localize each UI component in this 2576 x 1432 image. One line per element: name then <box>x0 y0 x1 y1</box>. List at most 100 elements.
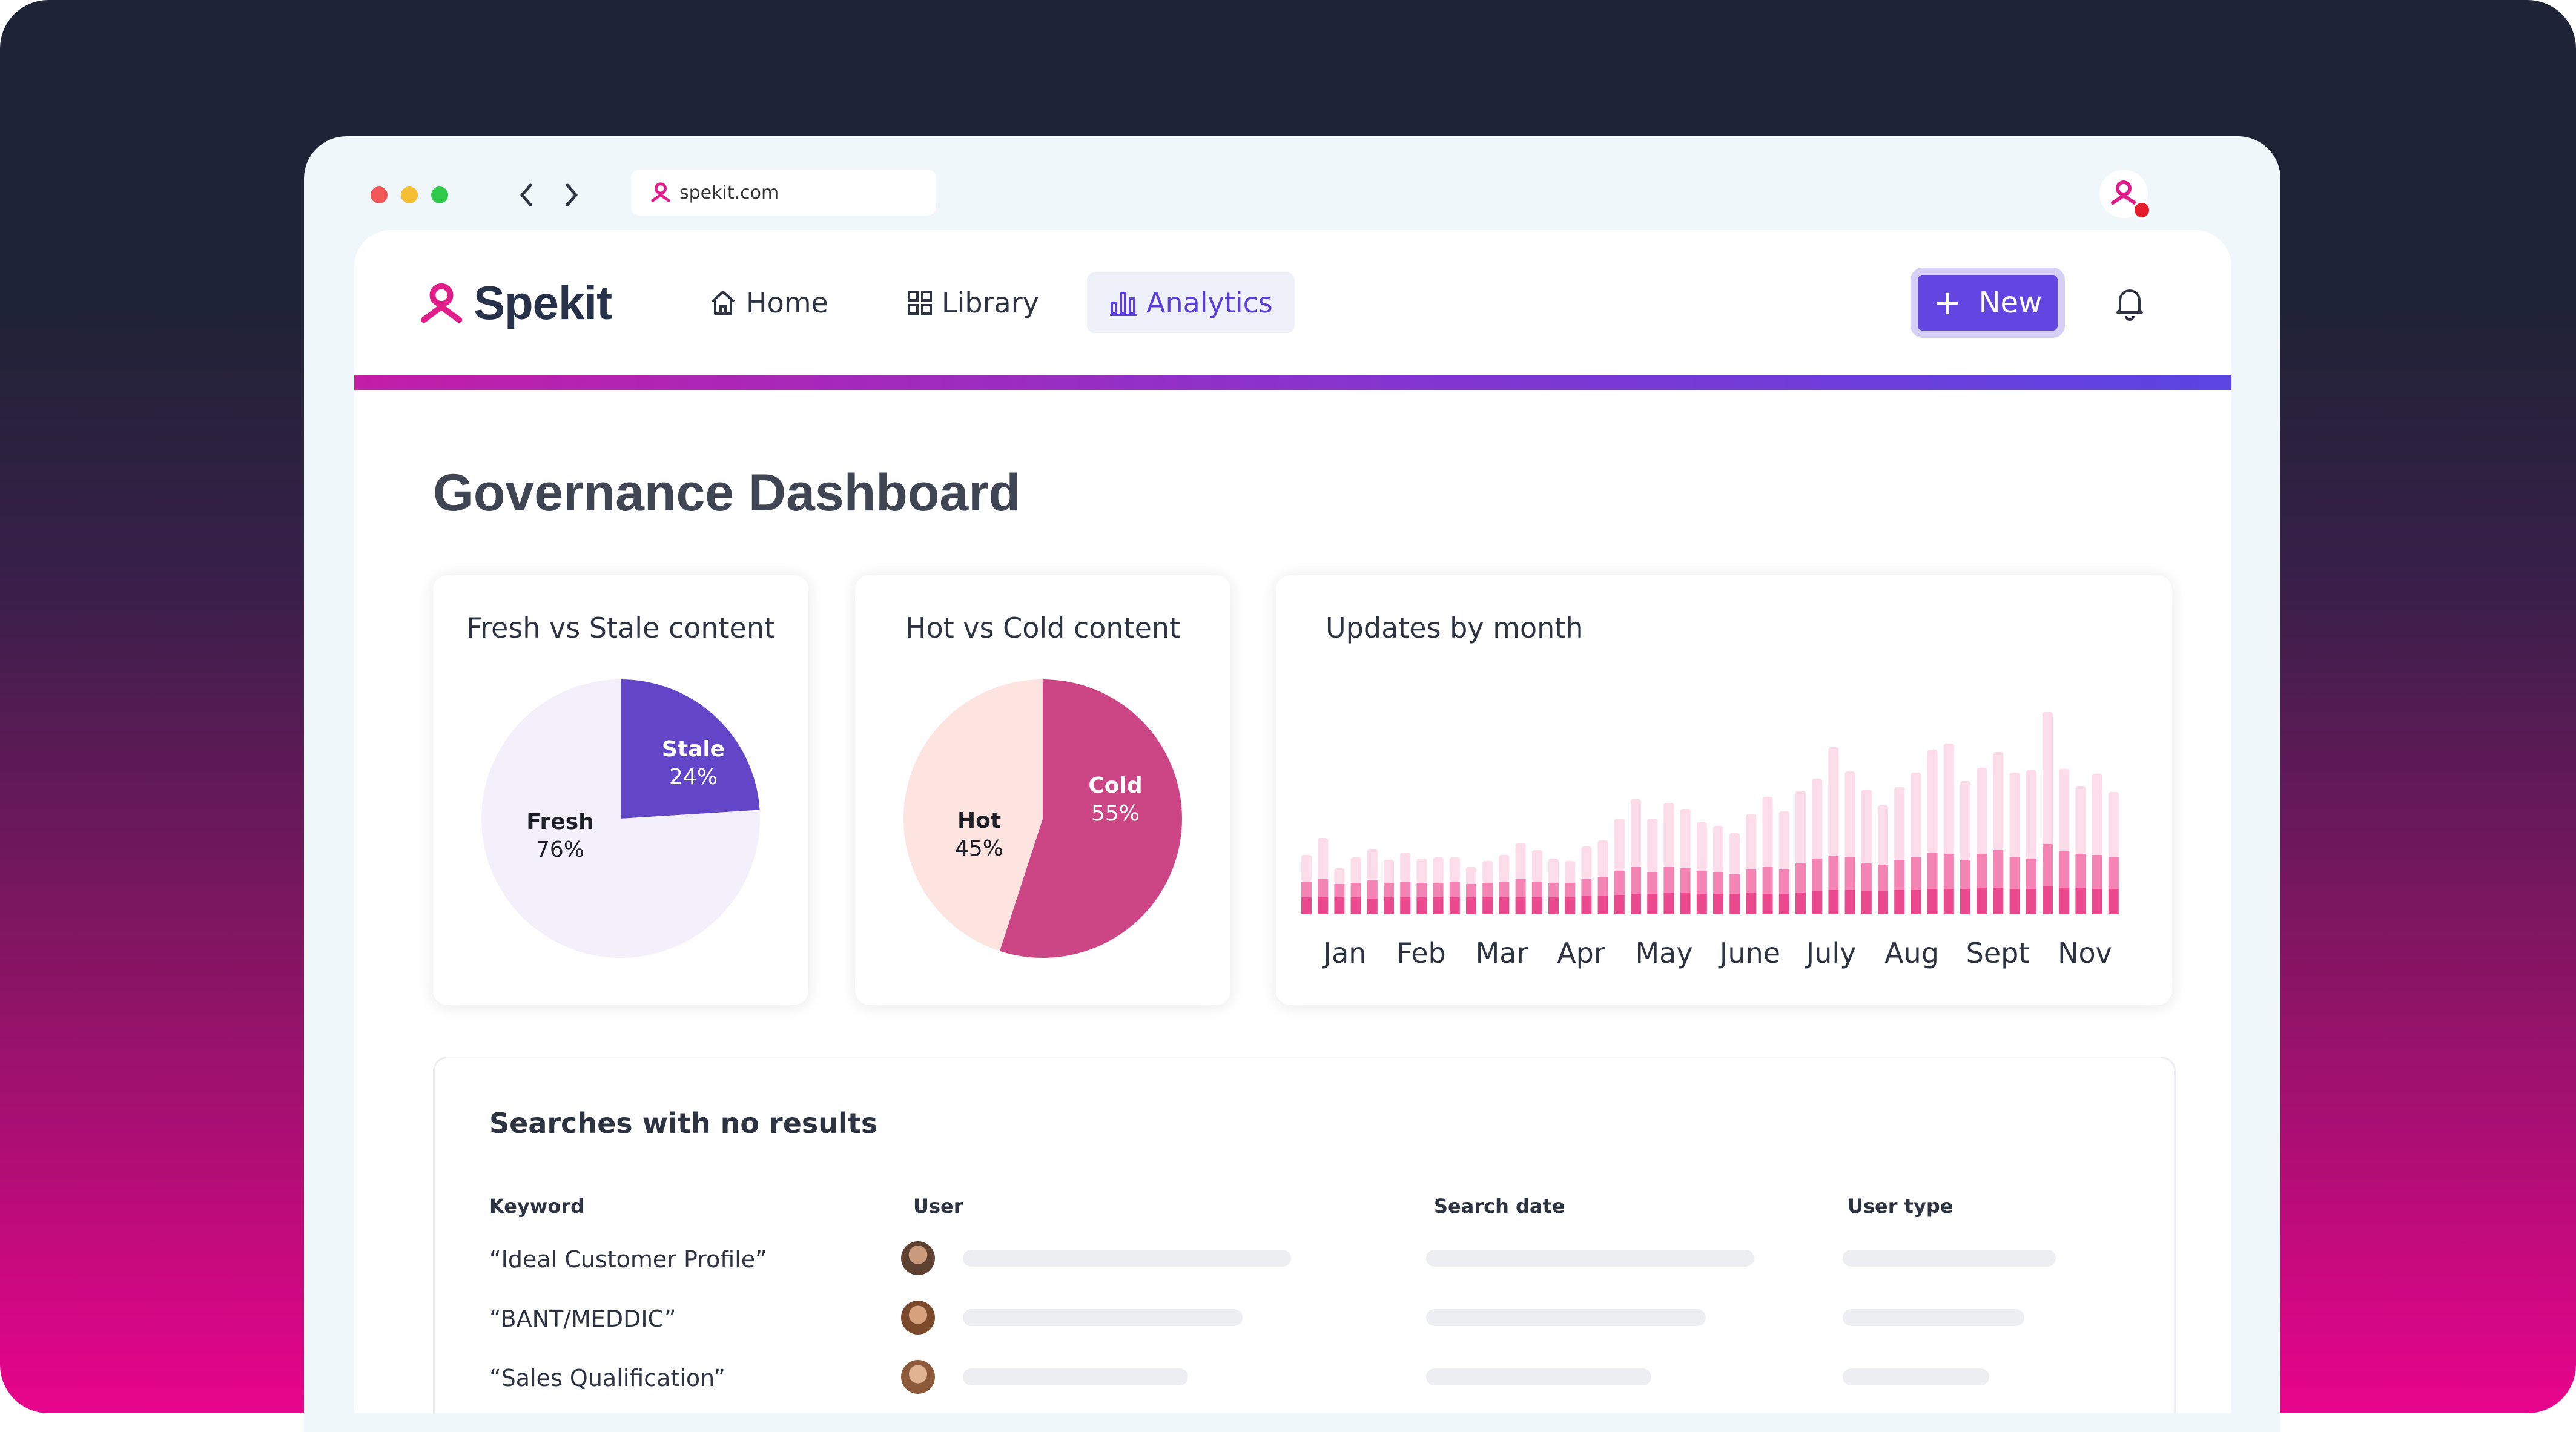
bar-segment <box>2059 769 2070 851</box>
bar-segment <box>1367 880 1378 899</box>
updates-title: Updates by month <box>1326 612 1584 644</box>
bar-segment <box>1416 859 1427 883</box>
bar-segment <box>1548 897 1559 914</box>
bar-segment <box>1581 879 1592 896</box>
bar-segment <box>1663 803 1674 867</box>
bar-segment <box>1943 889 1954 914</box>
bar-segment <box>1318 879 1329 897</box>
table-row[interactable]: “Sales Qualification” <box>435 1354 2174 1408</box>
nav-home[interactable]: Home <box>708 272 828 333</box>
bar-segment <box>2108 792 2119 857</box>
bar-segment <box>1762 867 1773 894</box>
updates-card: Updates by month Jan Feb Mar Apr May June July… <box>1276 575 2172 1005</box>
month-tick-label: June <box>1718 937 1780 969</box>
nav-library-label: Library <box>942 286 1039 319</box>
bar-segment <box>1696 871 1707 894</box>
bar-segment <box>1631 799 1641 867</box>
bar-segment <box>1416 883 1427 897</box>
hot-cold-title: Hot vs Cold content <box>905 612 1181 644</box>
bell-icon[interactable] <box>2110 283 2149 322</box>
plus-icon: + <box>1933 283 1962 323</box>
nav-home-label: Home <box>746 286 828 319</box>
cold-slice <box>999 679 1182 958</box>
notification-badge <box>2133 201 2151 219</box>
bar-segment <box>1844 857 1855 890</box>
bar-segment <box>1844 890 1855 914</box>
nav-analytics[interactable]: Analytics <box>1087 272 1295 333</box>
bar-segment <box>1350 883 1361 897</box>
bar-segment <box>1911 890 1921 914</box>
forward-arrow-icon[interactable] <box>556 179 587 211</box>
hot-cold-card: Hot vs Cold content Cold 55% Hot 45% <box>855 575 1230 1005</box>
month-tick-label: Feb <box>1396 937 1445 969</box>
back-arrow-icon[interactable] <box>511 179 541 211</box>
col-search-date[interactable]: Search date <box>1434 1195 1565 1218</box>
brand-name: Spekit <box>474 276 612 329</box>
col-keyword[interactable]: Keyword <box>489 1195 585 1218</box>
bar-segment <box>1812 779 1823 859</box>
new-button-label: New <box>1978 286 2043 320</box>
bar-segment <box>1482 883 1493 897</box>
bar-segment <box>2026 859 2036 889</box>
bar-segment <box>1795 863 1806 893</box>
maximize-window-dot[interactable] <box>431 186 448 203</box>
bar-segment <box>1515 879 1526 897</box>
bar-segment <box>1433 897 1444 914</box>
bar-segment <box>1334 884 1345 897</box>
avatar <box>901 1301 935 1335</box>
bar-segment <box>1515 897 1526 914</box>
table-row[interactable]: “BANT/MEDDIC” <box>435 1295 2174 1349</box>
bar-segment <box>1499 897 1510 914</box>
bar-segment <box>1993 850 2004 888</box>
bar-segment <box>1449 882 1460 897</box>
bar-segment <box>1597 877 1608 896</box>
bar-segment <box>1614 819 1625 871</box>
address-bar[interactable]: spekit.com <box>631 170 936 216</box>
bar-segment <box>1581 846 1592 879</box>
bar-segment <box>1318 897 1329 914</box>
bar-segment <box>1663 893 1674 914</box>
keyword-cell: “Ideal Customer Profile” <box>489 1246 767 1273</box>
nav-library[interactable]: Library <box>907 272 1039 333</box>
bar-segment <box>1993 752 2004 850</box>
stale-label: Stale 24% <box>651 736 736 791</box>
bar-segment <box>1531 850 1542 882</box>
bar-segment <box>1696 822 1707 871</box>
bar-segment <box>1482 861 1493 883</box>
table-row[interactable]: “Ideal Customer Profile” <box>435 1235 2174 1290</box>
bar-segment <box>1795 893 1806 914</box>
bar-segment <box>1565 897 1576 914</box>
close-window-dot[interactable] <box>371 186 388 203</box>
bar-segment <box>1631 894 1641 914</box>
accent-gradient-bar <box>354 375 2231 390</box>
bar-segment <box>1713 826 1723 872</box>
bar-segment <box>1466 897 1476 914</box>
bar-segment <box>1861 891 1872 914</box>
col-user[interactable]: User <box>913 1195 963 1218</box>
month-tick-label: Aug <box>1884 937 1939 969</box>
updates-bar-chart: Jan Feb Mar Apr May June July Aug Sept Nov <box>1301 712 2119 969</box>
bar-segment <box>1466 867 1476 884</box>
bar-segment <box>1927 853 1938 889</box>
new-button[interactable]: + New <box>1911 268 2065 338</box>
user-type-placeholder <box>1843 1309 2024 1326</box>
bar-segment <box>1844 771 1855 857</box>
bar-segment <box>1729 833 1740 874</box>
bar-segment <box>1482 897 1493 914</box>
bar-segment <box>1499 855 1510 882</box>
bar-segment <box>2043 712 2053 844</box>
fresh-stale-pie <box>481 679 760 958</box>
bar-segment <box>2043 886 2053 914</box>
bar-segment <box>1778 894 1789 914</box>
bar-segment <box>1878 865 1888 891</box>
fresh-stale-card: Fresh vs Stale content Stale 24% Fresh 7… <box>433 575 808 1005</box>
bar-segment <box>1977 854 1987 888</box>
nav-analytics-label: Analytics <box>1146 286 1273 319</box>
col-user-type[interactable]: User type <box>1848 1195 1953 1218</box>
user-placeholder <box>963 1368 1188 1385</box>
bar-segment <box>2092 774 2102 855</box>
bar-segment <box>1778 811 1789 869</box>
bar-segment <box>1713 894 1723 914</box>
spekit-logo[interactable]: Spekit <box>418 276 612 331</box>
minimize-window-dot[interactable] <box>401 186 418 203</box>
